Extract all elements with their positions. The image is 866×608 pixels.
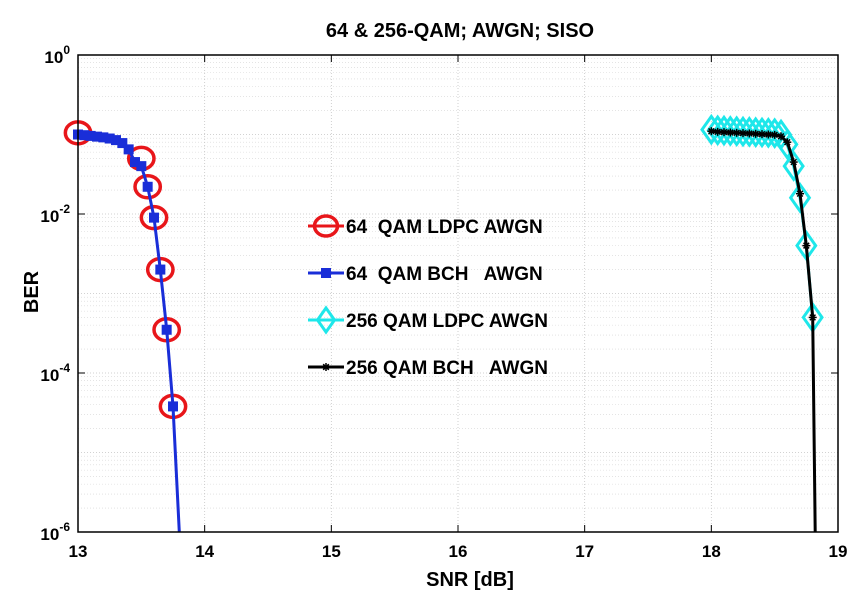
star-stroke (784, 138, 791, 146)
star-stroke (809, 314, 816, 321)
data-point-square (136, 161, 147, 172)
series-4 (707, 127, 817, 533)
legend-label: 256 QAM BCH AWGN (346, 358, 548, 379)
star-stroke (752, 130, 759, 138)
data-point-diamond (788, 181, 812, 214)
legend-item: 256 QAM BCH AWGN (308, 358, 548, 379)
star-stroke (796, 190, 804, 198)
star-stroke (746, 130, 753, 137)
x-axis-label: SNR [dB] (426, 569, 514, 591)
data-point-star (777, 132, 785, 141)
star-stroke (322, 363, 330, 371)
star-stroke (733, 129, 740, 137)
star-stroke (777, 132, 785, 140)
data-point-star (322, 363, 330, 371)
x-tick-label: 19 (829, 542, 848, 561)
legend-item: 256 QAM LDPC AWGN (308, 305, 548, 335)
data-point-circle (312, 214, 340, 238)
star-stroke (727, 129, 734, 136)
data-point-square (123, 144, 134, 155)
star-stroke (720, 128, 728, 136)
star-stroke (758, 130, 766, 138)
star-stroke (739, 129, 747, 137)
data-point-square (142, 181, 153, 192)
series-2 (73, 129, 181, 533)
data-point-star (770, 130, 779, 139)
data-point-star (783, 138, 792, 147)
y-axis-label: BER (21, 270, 43, 313)
x-tick-label: 14 (195, 542, 214, 561)
axis-ticks: 13 14 15 16 17 18 19 100 10-2 10-4 10-6 (40, 43, 847, 561)
star-stroke (714, 128, 721, 136)
legend-label: 256 QAM LDPC AWGN (346, 311, 548, 332)
legend-label: 64 QAM LDPC AWGN (346, 217, 543, 238)
data-point-circle (133, 174, 163, 200)
data-point-square (117, 138, 128, 149)
data-point-diamond (782, 150, 805, 182)
legend-label: 64 QAM BCH AWGN (346, 264, 543, 285)
chart-title: 64 & 256-QAM; AWGN; SISO (326, 20, 594, 42)
data-point-diamond (763, 117, 786, 149)
x-tick-label: 16 (449, 542, 468, 561)
data-point-diamond (315, 305, 337, 335)
legend: 64 QAM LDPC AWGN 64 QAM BCH AWGN 256 QAM L… (308, 214, 548, 379)
data-point-star (726, 128, 735, 137)
y-tick-label: 100 (44, 43, 70, 67)
legend-item: 64 QAM LDPC AWGN (308, 214, 543, 238)
data-point-square (168, 401, 178, 412)
data-point-square (149, 212, 159, 223)
data-point-star (808, 313, 817, 322)
data-point-square (321, 268, 331, 278)
star-stroke (708, 127, 715, 135)
legend-item: 64 QAM BCH AWGN (308, 264, 543, 285)
data-point-square (155, 264, 166, 275)
x-tick-label: 18 (702, 542, 721, 561)
data-point-star (789, 158, 798, 167)
star-stroke (803, 242, 810, 249)
data-point-star (796, 189, 804, 198)
x-tick-label: 15 (322, 542, 341, 561)
y-tick-label: 10-6 (40, 520, 70, 544)
data-point-star (802, 241, 811, 250)
x-tick-label: 13 (69, 542, 88, 561)
y-tick-label: 10-2 (40, 202, 70, 226)
star-stroke (790, 158, 797, 166)
y-tick-label: 10-4 (40, 361, 70, 385)
grid (77, 54, 839, 533)
x-tick-label: 17 (575, 542, 594, 561)
star-stroke (765, 131, 772, 138)
star-stroke (771, 131, 778, 139)
data-point-square (161, 324, 172, 335)
